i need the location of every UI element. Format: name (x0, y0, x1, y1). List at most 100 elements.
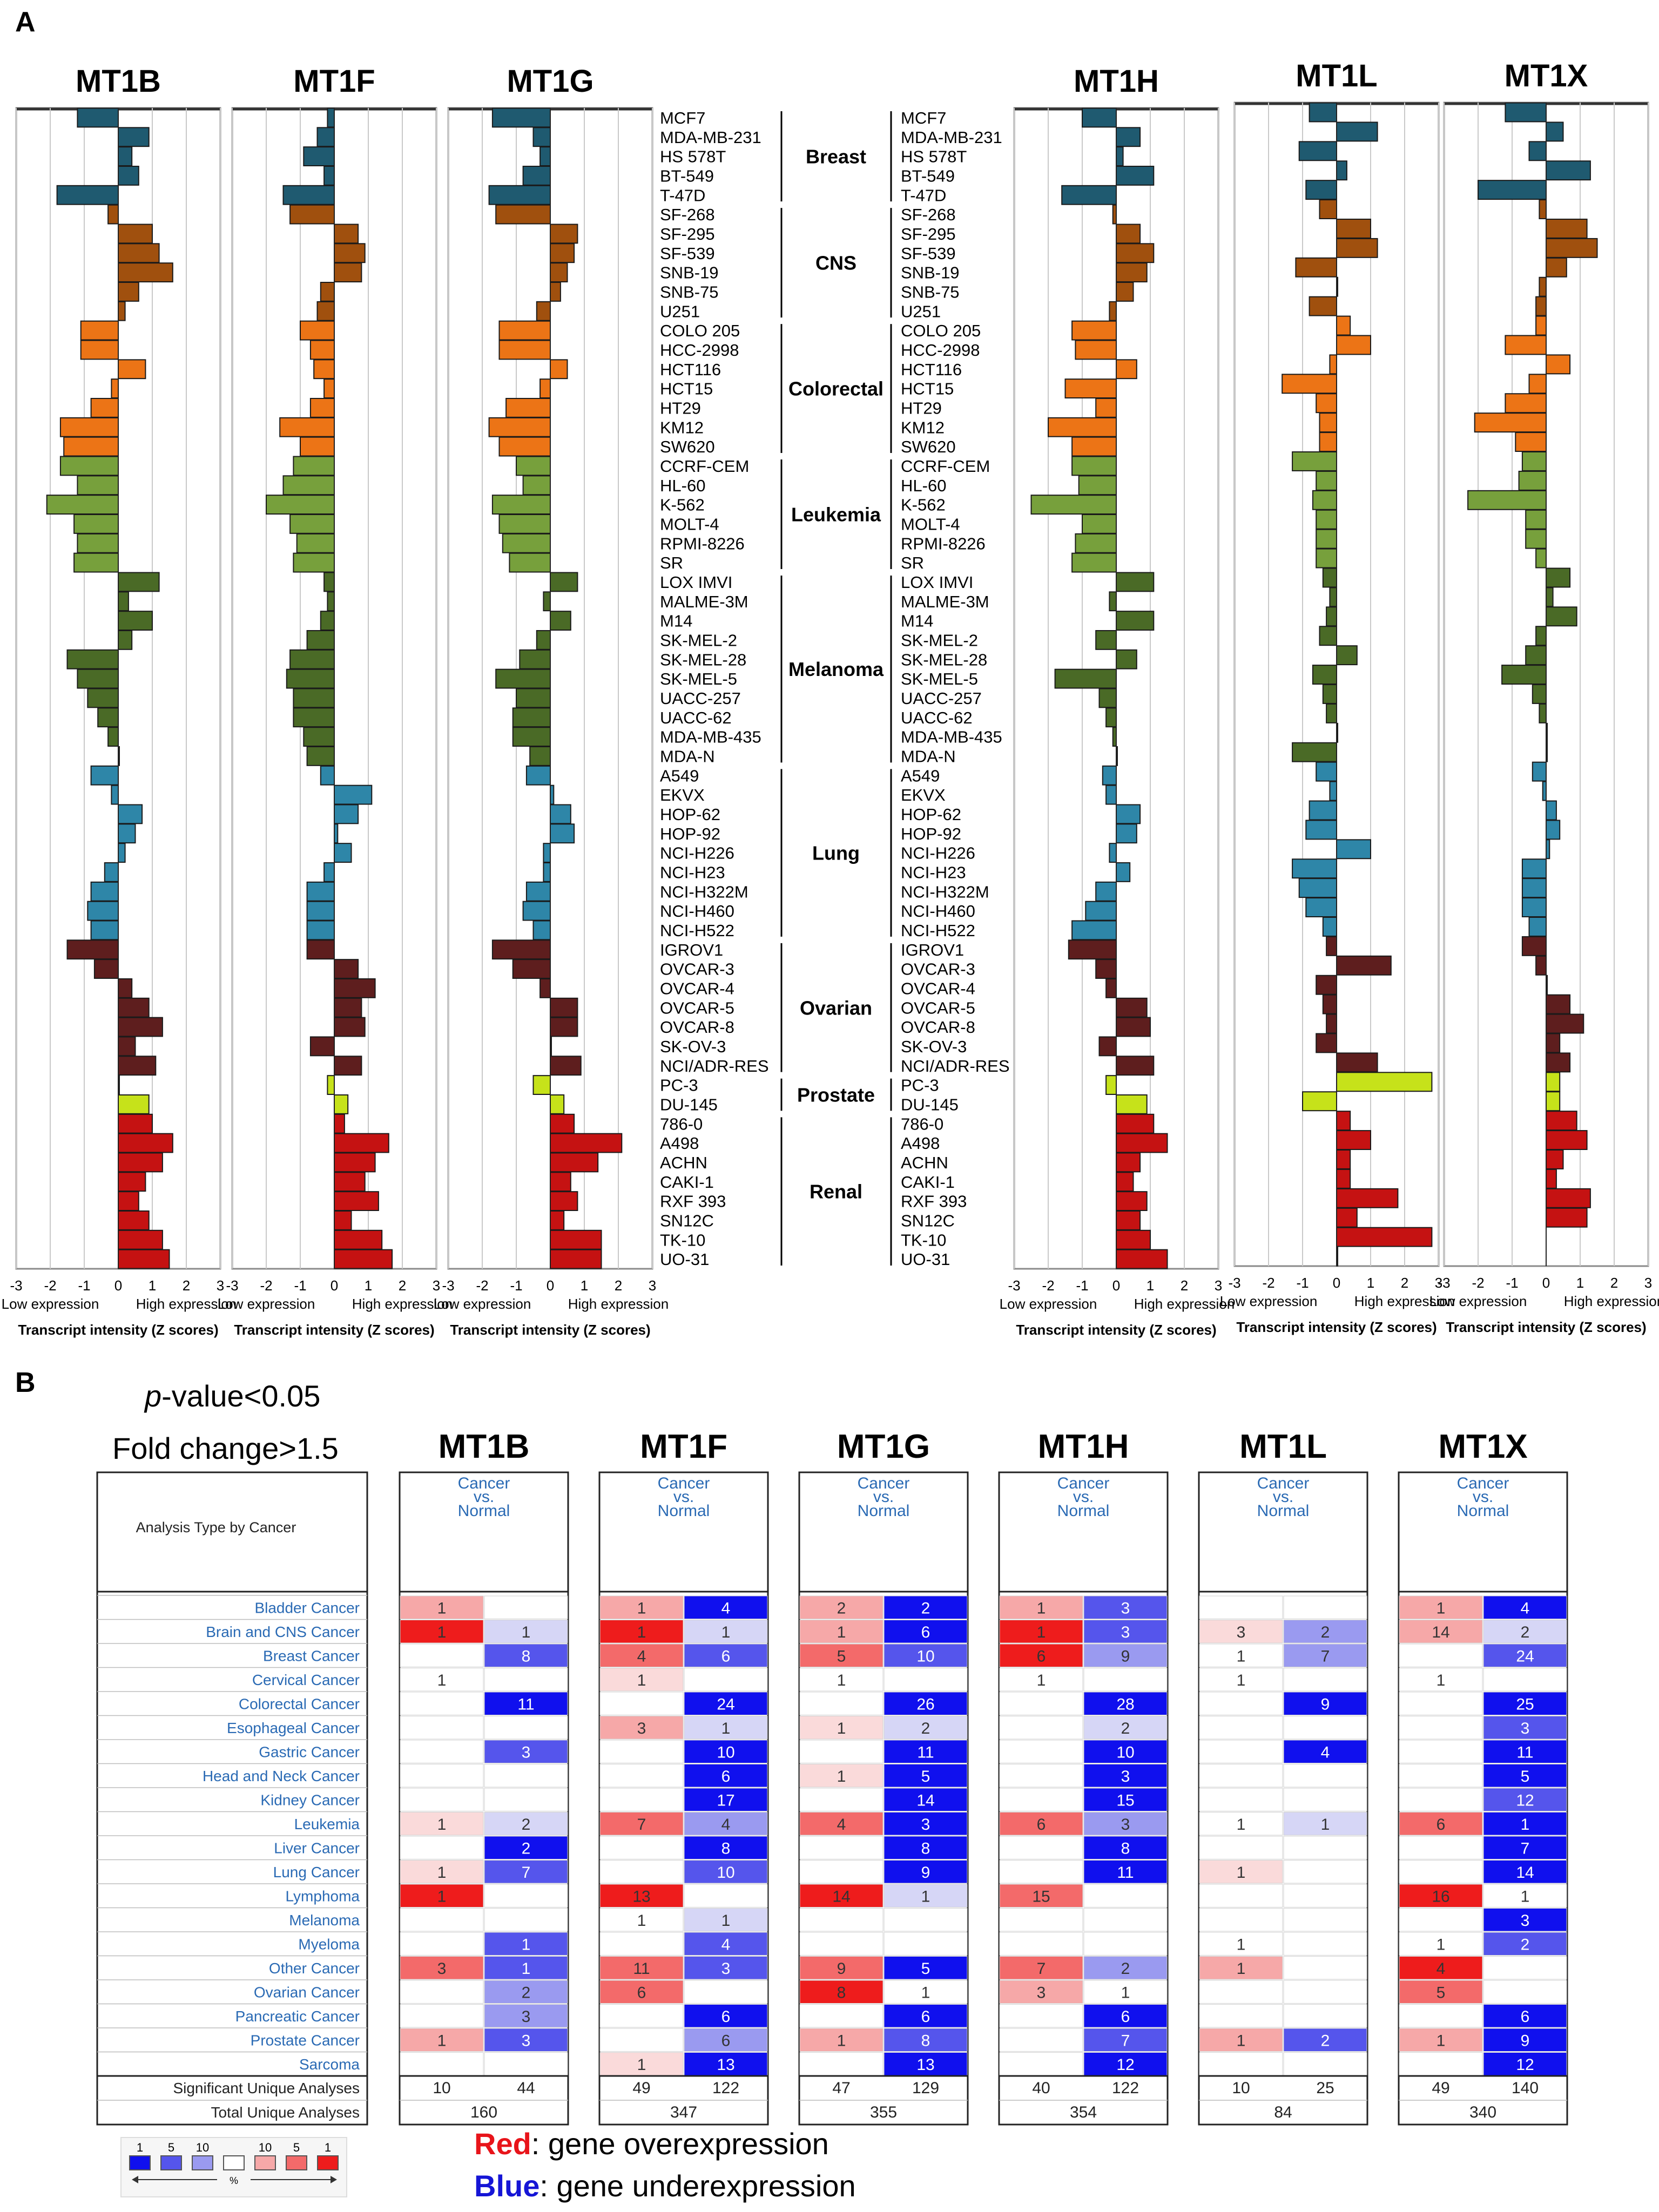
cancer-type-ovarian-cancer[interactable]: Ovarian Cancer (254, 1984, 360, 2000)
under-count: 3 (1521, 1720, 1530, 1737)
cell-line-label: SK-OV-3 (901, 1037, 967, 1056)
bar-ccrf-cem (516, 456, 551, 476)
bar-mda-mb-435 (512, 727, 551, 747)
tick-label: 0 (1542, 1275, 1550, 1291)
cancer-type-cervical-cancer[interactable]: Cervical Cancer (252, 1672, 360, 1688)
cancer-type-leukemia[interactable]: Leukemia (294, 1816, 360, 1832)
cvn-normal: Normal (458, 1502, 510, 1520)
over-cell (999, 2004, 1083, 2028)
cancer-type-brain-and-cns-cancer[interactable]: Brain and CNS Cancer (206, 1624, 360, 1640)
over-count: 1 (837, 1672, 846, 1689)
under-count: 2 (1521, 1936, 1530, 1953)
under-count: 3 (1121, 1768, 1130, 1785)
under-cell (884, 2052, 968, 2076)
bar-hcc-2998 (1336, 335, 1371, 355)
bar-sk-mel-5 (286, 668, 335, 689)
under-cell (884, 1836, 968, 1859)
over-count: 1 (1237, 1672, 1246, 1689)
legend-red-word: Red (474, 2127, 531, 2161)
under-count: 8 (721, 1839, 731, 1857)
cell-line-label: MDA-N (901, 747, 956, 766)
bar-bt-549 (118, 166, 139, 186)
cell-line-label: MDA-N (660, 747, 715, 766)
under-cell (484, 1908, 568, 1932)
bar-nci-h23 (1292, 858, 1338, 879)
under-count: 11 (517, 1695, 534, 1713)
cell-line-label: NCI/ADR-RES (901, 1057, 1010, 1075)
cell-line-label: BT-549 (901, 166, 955, 185)
bar-hop-62 (550, 804, 571, 824)
bar-hct15 (1528, 374, 1547, 394)
bar-colo-205 (498, 320, 551, 341)
scale-pct-label: % (230, 2175, 238, 2186)
chart-title: MT1H (1074, 64, 1159, 99)
under-count: 1 (721, 1624, 731, 1641)
axis-high-label: High expression (136, 1296, 237, 1312)
over-cell (599, 1740, 684, 1763)
bar-uacc-62 (1539, 703, 1547, 723)
cancer-type-other-cancer[interactable]: Other Cancer (269, 1960, 360, 1977)
cancer-type-prostate-cancer[interactable]: Prostate Cancer (251, 2032, 360, 2048)
bar-rxf-393 (334, 1191, 379, 1212)
cell-line-label: NCI-H522 (660, 921, 734, 940)
under-cell (1283, 2004, 1367, 2028)
over-cell (799, 1740, 884, 1763)
cancer-type-colorectal-cancer[interactable]: Colorectal Cancer (239, 1695, 360, 1712)
cancer-type-melanoma[interactable]: Melanoma (289, 1912, 360, 1929)
over-cell (799, 1620, 884, 1643)
over-count: 1 (637, 1624, 646, 1641)
over-count: 1 (1037, 1672, 1046, 1689)
under-cell (1083, 1595, 1168, 1619)
under-cell (1083, 1788, 1168, 1811)
bar-bt-549 (323, 166, 335, 186)
over-count: 3 (1237, 1624, 1246, 1641)
under-count: 3 (1121, 1816, 1130, 1834)
gene-title: MT1H (1038, 1428, 1129, 1465)
cancer-type-pancreatic-cancer[interactable]: Pancreatic Cancer (235, 2008, 360, 2025)
over-cell (400, 1764, 484, 1788)
bar-snb-19 (1546, 257, 1567, 278)
cancer-type-bladder-cancer[interactable]: Bladder Cancer (254, 1599, 360, 1616)
cell-line-label: M14 (660, 612, 692, 631)
bar-sw620 (300, 436, 335, 457)
bar-du-145 (1116, 1094, 1148, 1114)
cancer-type-sarcoma[interactable]: Sarcoma (299, 2056, 360, 2073)
cancer-type-gastric-cancer[interactable]: Gastric Cancer (259, 1743, 360, 1760)
chart-title: MT1X (1505, 58, 1588, 93)
cell-line-label: HCC-2998 (901, 341, 980, 360)
bar-pc-3 (1546, 1072, 1561, 1092)
over-count: 1 (837, 1624, 846, 1641)
under-cell (1283, 1595, 1367, 1619)
over-cell (1199, 1620, 1283, 1643)
over-cell (999, 1980, 1083, 2004)
sig-under: 44 (517, 2079, 535, 2097)
bar-ht29 (90, 398, 119, 418)
bar-hop-62 (334, 804, 359, 824)
axis-title: Transcript intensity (Z scores) (1016, 1322, 1216, 1338)
cancer-type-kidney-cancer[interactable]: Kidney Cancer (260, 1791, 360, 1808)
bar-ht29 (309, 398, 335, 418)
bar-nci-h460 (1521, 897, 1547, 918)
under-cell (1083, 1980, 1168, 2004)
over-cell (1399, 1908, 1483, 1932)
cancer-type-breast-cancer[interactable]: Breast Cancer (263, 1647, 360, 1664)
bar-chart-mt1h: MT1H -3 -2 -1 0 1 2 3 Low expression High express… (1000, 64, 1235, 1338)
bar-ovcar-3 (512, 959, 551, 979)
cancer-type-head-and-neck-cancer[interactable]: Head and Neck Cancer (203, 1768, 360, 1784)
axis-high-label: High expression (1134, 1296, 1235, 1312)
cvn-cancer: Cancer (858, 1474, 910, 1492)
tick-label: 0 (114, 1277, 122, 1294)
under-count: 24 (717, 1695, 734, 1713)
cancer-type-esophageal-cancer[interactable]: Esophageal Cancer (227, 1720, 360, 1736)
cancer-type-liver-cancer[interactable]: Liver Cancer (274, 1839, 360, 1856)
cancer-type-lymphoma[interactable]: Lymphoma (286, 1888, 360, 1904)
cell-line-label: SK-MEL-5 (660, 669, 737, 688)
bar-sk-mel-5 (1501, 665, 1547, 685)
cell-line-label: SW620 (901, 437, 956, 456)
cancer-type-lung-cancer[interactable]: Lung Cancer (273, 1864, 360, 1880)
under-cell (1483, 1860, 1567, 1884)
under-count: 4 (1521, 1599, 1530, 1617)
cell-line-label: UACC-257 (660, 689, 741, 708)
cancer-type-myeloma[interactable]: Myeloma (298, 1936, 360, 1952)
bar-ovcar-8 (550, 1017, 578, 1037)
